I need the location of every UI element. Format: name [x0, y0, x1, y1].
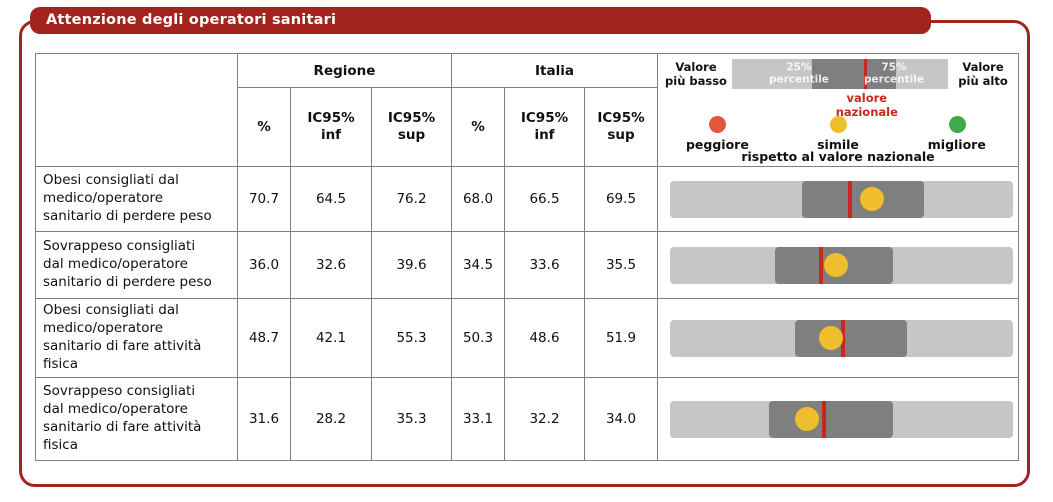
- legend-national-line: [863, 59, 867, 89]
- regione-ic-inf: 64.5: [290, 166, 372, 232]
- header-row-groups: Regione Italia Valore più basso 25% perc…: [35, 53, 1019, 167]
- col-header-italia-pct: %: [451, 87, 505, 167]
- col-header-regione-ic-inf: IC95% inf: [290, 87, 372, 167]
- regione-ic-sup: 55.3: [371, 298, 452, 378]
- regione-ic-sup: 35.3: [371, 377, 452, 461]
- group-header-italia: Italia: [451, 53, 658, 88]
- legend-percentile-bar: 25% percentile 75% percentile: [732, 59, 948, 89]
- percentile-bar: [670, 180, 1013, 218]
- table-row: Sovrappeso consigliati dal medico/operat…: [35, 377, 1019, 461]
- percentile-bar: [670, 400, 1013, 438]
- italia-ic-sup: 69.5: [584, 166, 658, 232]
- region-value-dot: [795, 407, 820, 431]
- header-row-measures: % IC95% inf IC95% sup % IC95% inf IC95% …: [36, 87, 1019, 167]
- italia-pct: 33.1: [451, 377, 505, 461]
- panel-title: Attenzione degli operatori sanitari: [30, 7, 931, 34]
- legend-lowest-label: Valore più basso: [665, 60, 727, 88]
- regione-ic-inf: 28.2: [290, 377, 372, 461]
- national-value-line: [818, 246, 823, 284]
- indicator-column-header: [35, 53, 238, 167]
- italia-ic-sup: 51.9: [584, 298, 658, 378]
- interquartile-band: [795, 319, 907, 357]
- italia-ic-inf: 33.6: [504, 231, 585, 299]
- percentile-bar-cell: [657, 231, 1019, 299]
- percentile-bar-cell: [657, 377, 1019, 461]
- regione-pct: 36.0: [237, 231, 291, 299]
- regione-ic-inf: 42.1: [290, 298, 372, 378]
- legend-national-value-label: valore nazionale: [835, 91, 898, 119]
- worse-dot-icon: [709, 116, 727, 133]
- indicators-table: Regione Italia Valore più basso 25% perc…: [35, 53, 1019, 461]
- indicator-label: Sovrappeso consigliati dal medico/operat…: [35, 377, 238, 461]
- group-header-regione: Regione: [237, 53, 452, 88]
- legend-better-label: migliore: [927, 137, 986, 152]
- indicator-label: Sovrappeso consigliati dal medico/operat…: [35, 231, 238, 299]
- italia-pct: 68.0: [451, 166, 505, 232]
- legend-similar-label: simile: [817, 137, 859, 152]
- percentile-bar-cell: [657, 166, 1019, 232]
- italia-ic-sup: 34.0: [584, 377, 658, 461]
- regione-pct: 31.6: [237, 377, 291, 461]
- table-row: Obesi consigliati dal medico/operatore s…: [35, 298, 1019, 378]
- table-row: Sovrappeso consigliati dal medico/operat…: [35, 231, 1019, 299]
- regione-ic-sup: 39.6: [371, 231, 452, 299]
- region-value-dot: [860, 187, 885, 211]
- legend-similar-suffix: rispetto al valore nazionale: [741, 149, 935, 164]
- better-dot-icon: [948, 116, 966, 133]
- italia-pct: 34.5: [451, 231, 505, 299]
- regione-pct: 70.7: [237, 166, 291, 232]
- region-value-dot: [824, 253, 849, 277]
- col-header-regione-pct: %: [237, 87, 291, 167]
- legend-cell: Valore più basso 25% percentile 75% perc…: [657, 53, 1019, 167]
- col-header-regione-ic-sup: IC95% sup: [371, 87, 452, 167]
- table-row: Obesi consigliati dal medico/operatore s…: [35, 166, 1019, 232]
- percentile-legend: Valore più basso 25% percentile 75% perc…: [658, 54, 1018, 166]
- similar-dot-icon: [830, 116, 847, 133]
- national-value-line: [848, 180, 853, 218]
- col-header-italia-ic-sup: IC95% sup: [584, 87, 658, 167]
- national-value-line: [822, 400, 827, 438]
- legend-worse-label: peggiore: [685, 137, 749, 152]
- legend-highest-label: Valore più alto: [958, 60, 1008, 88]
- italia-ic-inf: 32.2: [504, 377, 585, 461]
- italia-ic-sup: 35.5: [584, 231, 658, 299]
- italia-ic-inf: 66.5: [504, 166, 585, 232]
- regione-ic-sup: 76.2: [371, 166, 452, 232]
- percentile-bar-cell: [657, 298, 1019, 378]
- legend-p75-label: 75% percentile: [864, 61, 924, 85]
- regione-ic-inf: 32.6: [290, 231, 372, 299]
- indicator-label: Obesi consigliati dal medico/operatore s…: [35, 298, 238, 378]
- national-value-line: [841, 319, 846, 357]
- legend-interquartile-band: [811, 59, 897, 89]
- italia-ic-inf: 48.6: [504, 298, 585, 378]
- interquartile-band: [769, 400, 893, 438]
- legend-p25-label: 25% percentile: [768, 61, 829, 85]
- italia-pct: 50.3: [451, 298, 505, 378]
- percentile-bar: [670, 246, 1013, 284]
- indicator-label: Obesi consigliati dal medico/operatore s…: [35, 166, 238, 232]
- col-header-italia-ic-inf: IC95% inf: [504, 87, 585, 167]
- regione-pct: 48.7: [237, 298, 291, 378]
- region-value-dot: [819, 326, 844, 350]
- percentile-bar: [670, 319, 1013, 357]
